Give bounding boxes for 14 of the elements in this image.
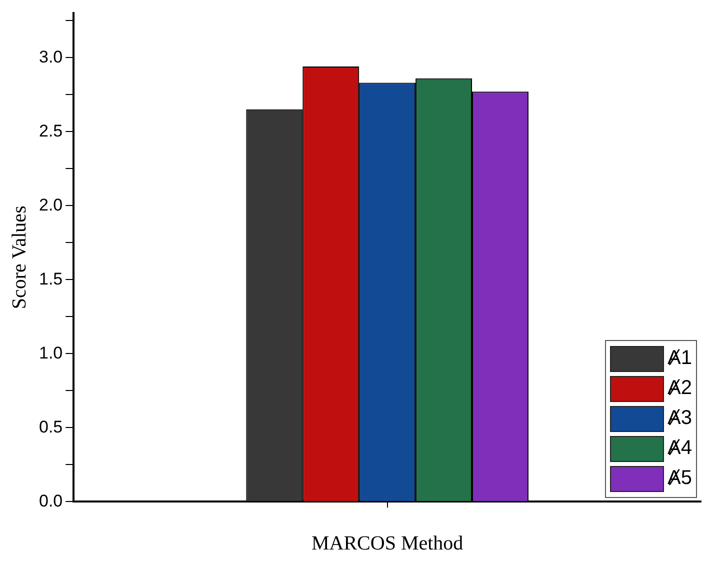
y-tick-label: 1.5 (38, 269, 63, 288)
y-tick-label: 2.0 (38, 195, 63, 214)
y-tick-label: 3.0 (38, 47, 63, 66)
legend-label: Ⱥ5 (668, 467, 692, 490)
y-tick-label: 0.5 (38, 417, 63, 436)
legend-label: Ⱥ2 (668, 377, 692, 400)
y-axis-title: Score Values (8, 205, 30, 310)
x-axis-title: MARCOS Method (311, 532, 464, 554)
legend-label: Ⱥ4 (668, 437, 692, 460)
y-tick-label: 1.0 (38, 343, 63, 362)
legend-label: Ⱥ3 (668, 407, 692, 430)
y-tick-label: 0.0 (38, 491, 63, 510)
y-tick-label: 2.5 (38, 121, 63, 140)
legend-label: Ⱥ1 (668, 347, 692, 370)
